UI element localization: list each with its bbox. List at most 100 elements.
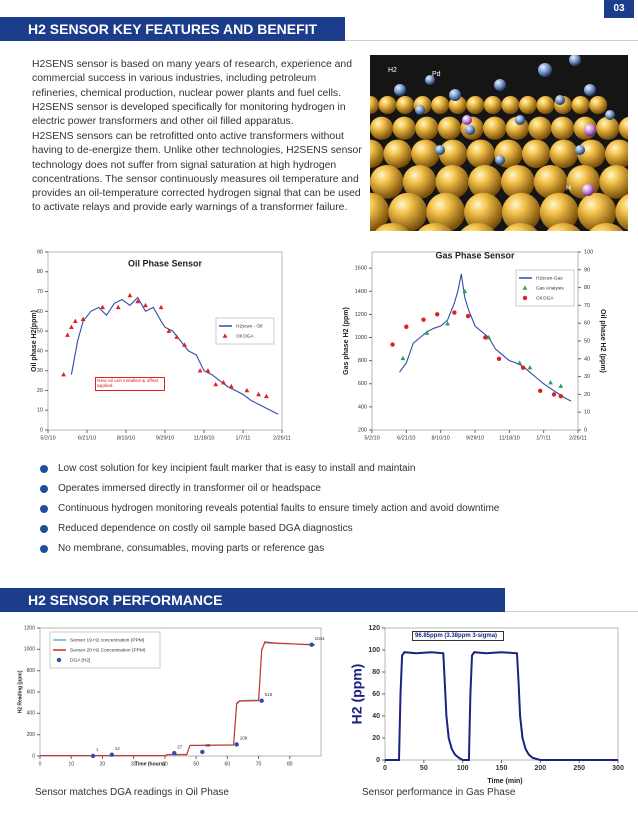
gold-atom <box>633 140 638 168</box>
data-point <box>90 753 96 759</box>
bullet-dot <box>40 505 48 513</box>
data-point <box>445 321 450 326</box>
data-point <box>435 312 440 317</box>
gold-atom <box>466 96 485 114</box>
hydrogen-atom <box>394 84 406 96</box>
data-point <box>244 387 250 393</box>
x-tick-label: 6/21/10 <box>397 435 415 441</box>
hydrogen-atom <box>465 125 475 135</box>
gold-atom <box>503 223 538 231</box>
x-tick-label: 2/26/11 <box>273 435 291 441</box>
gold-atom <box>615 194 628 231</box>
x-tick-label: 60 <box>225 761 231 767</box>
annotation-text: New oil unit installed & offset applied. <box>95 377 165 391</box>
x-tick-label: 30 <box>131 761 137 767</box>
data-point <box>400 355 406 361</box>
data-point <box>264 393 269 399</box>
gold-atom <box>370 192 390 231</box>
data-point <box>259 698 264 703</box>
legend-label: H2scan - Oil <box>236 323 262 329</box>
y-tick-label: 1000 <box>355 335 367 341</box>
bullet-text: Low cost solution for key incipient faul… <box>58 463 416 474</box>
point-label: 38 <box>205 743 211 748</box>
data-point <box>256 391 261 397</box>
y-tick-label: 800 <box>27 668 36 674</box>
hydrogen-atom <box>425 75 435 85</box>
gold-atom <box>431 96 450 114</box>
data-point <box>174 334 180 339</box>
x-tick-label: 8/10/10 <box>431 435 449 441</box>
data-point <box>166 328 172 333</box>
legend-label: DGA [H2] <box>70 657 90 663</box>
gold-atom <box>392 116 416 140</box>
data-point <box>465 313 471 319</box>
gold-atom <box>518 96 537 114</box>
data-point <box>551 392 557 397</box>
rule <box>505 611 638 612</box>
gold-atom <box>370 165 404 199</box>
data-point <box>143 302 148 308</box>
gold-atom <box>297 256 346 305</box>
gold-atom <box>521 139 551 168</box>
gold-atom <box>483 96 502 114</box>
y2-tick-label: 0 <box>584 427 587 433</box>
x-tick-label: 0 <box>383 765 387 772</box>
y-tick-label: 20 <box>37 388 43 394</box>
y2-tick-label: 30 <box>584 374 590 380</box>
gold-atom <box>417 223 452 231</box>
data-point <box>221 379 226 385</box>
data-point <box>421 317 426 322</box>
gold-atom <box>618 116 628 140</box>
gold-atom <box>528 116 552 140</box>
y-tick-label: 60 <box>372 691 380 698</box>
hydrogen-atom <box>449 89 461 101</box>
bullet-dot <box>40 525 48 533</box>
x-tick-label: 70 <box>256 761 262 767</box>
marked-atom <box>584 124 596 136</box>
caption: Sensor performance in Gas Phase <box>362 787 516 798</box>
legend-label: Sensor 19 H2 concentration (PPM) <box>70 637 145 643</box>
data-line <box>40 641 315 757</box>
x-tick-label: 9/29/10 <box>466 435 484 441</box>
gold-atom <box>466 139 495 168</box>
x-tick-label: 50 <box>420 765 428 772</box>
y-tick-label: 600 <box>358 381 367 387</box>
gold-atom <box>327 223 371 267</box>
gold-atom <box>627 223 638 267</box>
gold-atom <box>589 96 608 114</box>
y-tick-label: 0 <box>40 427 43 433</box>
data-point <box>158 304 164 310</box>
molecule-image <box>297 55 638 305</box>
paragraph: H2SENS sensors can be retrofitted onto a… <box>32 131 362 214</box>
gold-atom <box>328 140 356 168</box>
data-point <box>100 304 105 310</box>
legend-marker <box>56 657 62 663</box>
y-tick-label: 40 <box>372 713 380 720</box>
data-point <box>182 342 187 347</box>
legend-marker <box>522 295 528 301</box>
data-point <box>527 364 533 370</box>
x-tick-label: 9/29/10 <box>156 435 174 441</box>
gold-atom <box>437 116 462 140</box>
gold-atom <box>343 96 361 114</box>
y-tick-label: 120 <box>368 625 380 632</box>
hydrogen-atom <box>495 155 505 165</box>
gold-atom <box>402 165 437 199</box>
y2-tick-label: 10 <box>584 410 590 416</box>
y-tick-label: 0 <box>32 753 35 759</box>
bullet-text: Reduced dependence on costly oil sample … <box>58 523 353 534</box>
y-axis-label: Oil phase H2(ppm) <box>31 310 38 372</box>
gold-atom <box>396 96 415 114</box>
data-point <box>548 380 553 385</box>
data-point <box>424 330 430 335</box>
data-point <box>496 356 502 361</box>
bullet-dot <box>40 485 48 493</box>
annotation: 96.85ppm (3.38ppm 3-sigma) <box>412 631 504 641</box>
bullet: Reduced dependence on costly oil sample … <box>40 523 353 535</box>
page-number: 03 <box>604 0 634 18</box>
gold-atom <box>536 96 555 114</box>
image-label: H2 <box>388 67 397 74</box>
point-label: 1044 <box>315 636 326 641</box>
gold-atom <box>415 116 439 140</box>
